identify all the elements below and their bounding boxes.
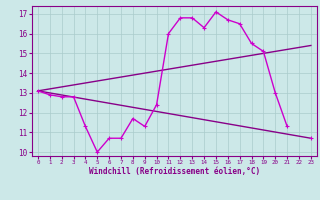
X-axis label: Windchill (Refroidissement éolien,°C): Windchill (Refroidissement éolien,°C)	[89, 167, 260, 176]
